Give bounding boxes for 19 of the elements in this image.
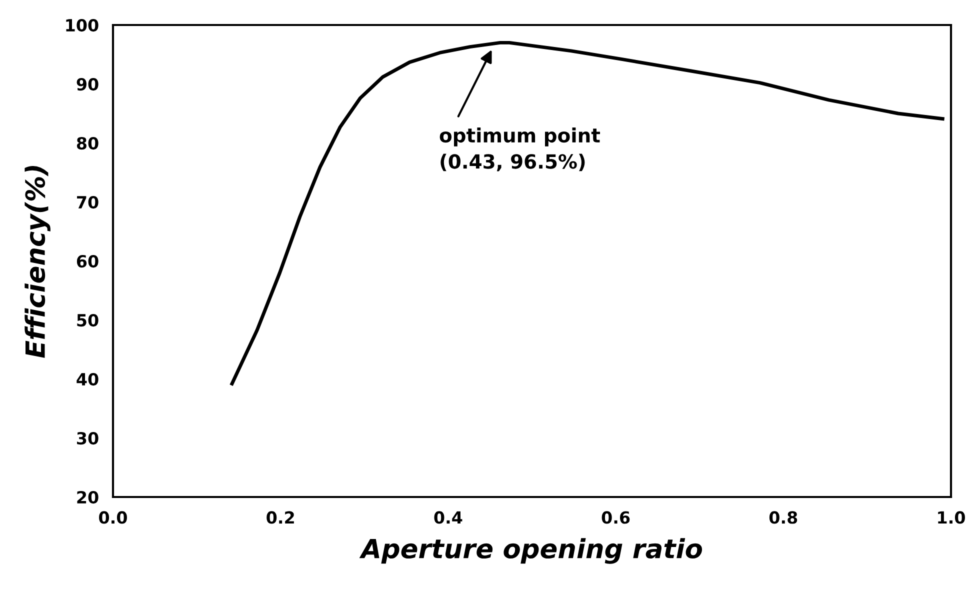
x-tick-label: 0.0 <box>99 511 127 524</box>
y-tick-label: 70 <box>77 196 98 209</box>
x-tick-label: 0.2 <box>266 511 294 524</box>
x-tick-label: 0.8 <box>769 511 798 524</box>
x-tick-label: 0.6 <box>602 511 630 524</box>
y-tick-label: 40 <box>76 372 98 386</box>
y-tick-label: 20 <box>77 490 98 504</box>
y-tick-label: 30 <box>77 432 98 445</box>
y-tick-label: 90 <box>76 78 98 91</box>
y-axis-title: Efficiency(%) <box>24 166 50 358</box>
line-series <box>230 40 944 386</box>
y-tick-label: 60 <box>76 254 98 268</box>
x-axis-title: Aperture opening ratio <box>359 538 702 564</box>
x-tick-label: 0.4 <box>434 511 462 524</box>
y-tick-label: 50 <box>77 314 98 327</box>
annotation: optimum point (0.43, 96.5%) <box>440 128 600 172</box>
y-tick-label: 100 <box>66 18 98 32</box>
x-tick-label: 1.0 <box>938 511 965 524</box>
y-tick-label: 80 <box>76 136 98 150</box>
